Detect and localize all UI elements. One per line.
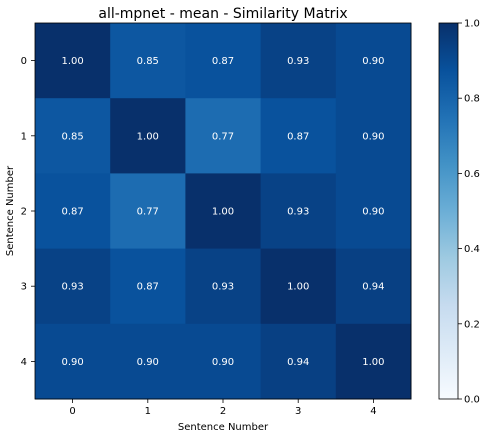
x-tick-label: 4 (370, 406, 376, 417)
heatmap-cell-label: 0.90 (362, 131, 384, 142)
heatmap-cell (185, 248, 262, 325)
heatmap-cell (110, 323, 186, 400)
x-axis-ticks: 0 1 2 3 4 (69, 399, 377, 417)
heatmap-cell (185, 98, 262, 174)
colorbar-ticks: 0.0 0.2 0.4 0.6 0.8 1.0 (458, 19, 480, 406)
heatmap-cell (35, 323, 111, 400)
heatmap-cell-label: 0.93 (287, 207, 309, 218)
heatmap-cell-label: 0.93 (287, 56, 309, 67)
heatmap-cell (335, 23, 412, 99)
heatmap-cell (335, 323, 412, 400)
heatmap-cell (260, 323, 337, 400)
heatmap-cell-label: 0.90 (362, 56, 384, 67)
heatmap-cell-label: 1.00 (137, 131, 159, 142)
heatmap-cell (110, 98, 186, 174)
chart-title: all-mpnet - mean - Similarity Matrix (98, 6, 347, 22)
heatmap-cell-label: 0.85 (61, 131, 83, 142)
heatmap-cell-label: 0.77 (137, 207, 159, 218)
heatmap-cell-label: 0.87 (61, 207, 83, 218)
heatmap-cell (110, 173, 186, 250)
y-tick-label: 2 (21, 207, 27, 218)
heatmap-cell (185, 173, 262, 250)
heatmap-cell-label: 0.94 (362, 282, 384, 293)
heatmap-cell-label: 0.87 (287, 131, 309, 142)
heatmap-cell (260, 248, 337, 325)
heatmap-cell (185, 23, 262, 99)
colorbar-tick-label: 0.0 (464, 395, 480, 406)
y-axis-ticks: 0 1 2 3 4 (21, 56, 35, 368)
y-tick-label: 4 (21, 357, 27, 368)
heatmap-cell (335, 98, 412, 174)
heatmap-cell (35, 98, 111, 174)
heatmap-cell (110, 248, 186, 325)
heatmap-cell (260, 173, 337, 250)
heatmap-cell-label: 1.00 (362, 357, 384, 368)
y-axis-label: Sentence Number (5, 165, 16, 256)
heatmap-cell-label: 1.00 (61, 56, 83, 67)
colorbar-tick-label: 1.0 (464, 19, 480, 30)
heatmap-cell-label: 0.90 (137, 357, 159, 368)
heatmap-cell-label: 0.85 (137, 56, 159, 67)
colorbar-tick-label: 0.4 (464, 244, 480, 255)
heatmap-cell (35, 173, 111, 250)
heatmap-cell (185, 323, 262, 400)
heatmap-cell-label: 1.00 (287, 282, 309, 293)
heatmap-cell-label: 0.90 (212, 357, 234, 368)
heatmap-cell-label: 0.93 (61, 282, 83, 293)
x-tick-label: 2 (220, 406, 226, 417)
colorbar-tick-label: 0.8 (464, 94, 480, 105)
heatmap-cell (335, 173, 412, 250)
heatmap-cell-label: 0.87 (212, 56, 234, 67)
heatmap-cells (35, 23, 412, 400)
x-tick-label: 1 (145, 406, 151, 417)
heatmap-cell-label: 0.77 (212, 131, 234, 142)
colorbar-tick-label: 0.6 (464, 169, 480, 180)
y-tick-label: 0 (21, 56, 27, 67)
y-tick-label: 1 (21, 131, 27, 142)
heatmap-cell-label: 1.00 (212, 207, 234, 218)
colorbar (438, 22, 459, 400)
heatmap-cell (335, 248, 412, 325)
x-axis-label: Sentence Number (178, 422, 269, 433)
heatmap-cell (260, 98, 337, 174)
heatmap-cell-label: 0.90 (362, 207, 384, 218)
heatmap-cell (35, 23, 111, 99)
heatmap-cell (110, 23, 186, 99)
heatmap-cell-label: 0.87 (137, 282, 159, 293)
heatmap-cell (260, 23, 337, 99)
heatmap-cell-label: 0.94 (287, 357, 309, 368)
heatmap-cell-label: 0.90 (61, 357, 83, 368)
x-tick-label: 3 (295, 406, 301, 417)
heatmap-cell-labels: 1.00 0.85 0.87 0.93 0.90 0.85 1.00 0.77 0.87 0.90… (61, 56, 384, 368)
colorbar-tick-label: 0.2 (464, 319, 480, 330)
heatmap-cell (35, 248, 111, 325)
x-tick-label: 0 (69, 406, 75, 417)
y-tick-label: 3 (21, 282, 27, 293)
heatmap-cell-label: 0.93 (212, 282, 234, 293)
